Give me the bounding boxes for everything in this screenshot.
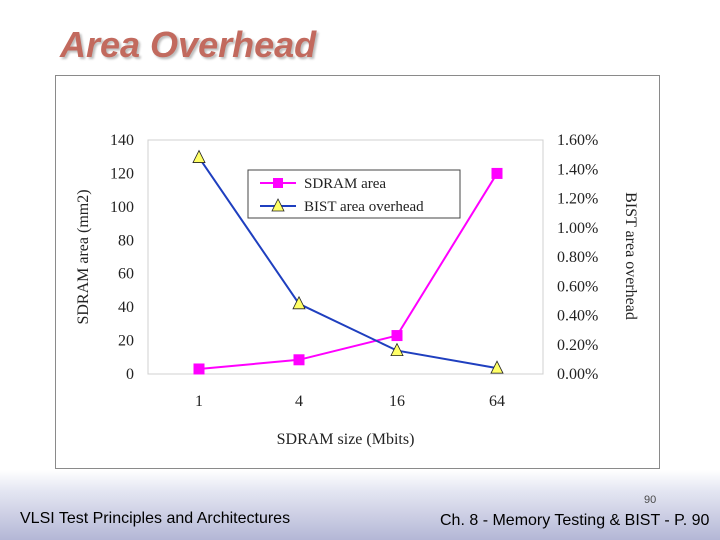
y2-tick-label: 0.40% [557, 308, 598, 325]
y-tick-label: 20 [118, 333, 134, 350]
slide-title: Area Overhead [60, 24, 317, 65]
y-tick-label: 0 [126, 366, 134, 383]
y2-tick-label: 0.80% [557, 249, 598, 266]
x-tick-label: 16 [389, 393, 405, 410]
y-tick-label: 120 [110, 165, 134, 182]
footer-chapter: Ch. 8 - Memory Testing & BIST - P. 90 [440, 512, 710, 529]
y2-tick-label: 0.00% [557, 366, 598, 383]
x-tick-label: 1 [195, 393, 203, 410]
sdram-area-point [391, 330, 403, 342]
bist-overhead-point [490, 360, 504, 374]
chart-frame: 0 20 40 60 80 100 120 140 0.00% 0.20% 0.40% 0.60% 0.… [55, 75, 660, 469]
sdram-area-point [193, 363, 205, 375]
legend-swatch-marker [271, 198, 285, 212]
page-number: 90 [644, 494, 657, 506]
footer-band [0, 470, 720, 540]
y-tick-label: 80 [118, 232, 134, 249]
sdram-area-point [491, 167, 503, 179]
y-axis-title: SDRAM area (mm2) [75, 189, 92, 324]
y2-tick-label: 0.20% [557, 337, 598, 354]
y2-tick-label: 1.60% [557, 132, 598, 149]
bist-overhead-point [192, 149, 206, 163]
y2-tick-label: 0.60% [557, 278, 598, 295]
footer-course-title: VLSI Test Principles and Architectures [20, 510, 291, 527]
y2-tick-label: 1.20% [557, 191, 598, 208]
x-axis-title: SDRAM size (Mbits) [277, 431, 415, 448]
y2-axis-title: BIST area overhead [622, 192, 639, 320]
y-tick-label: 140 [110, 132, 134, 149]
area-overhead-chart: 0 20 40 60 80 100 120 140 0.00% 0.20% 0.40% 0.60% 0.… [75, 132, 639, 448]
series-line-1 [198, 172, 498, 370]
sdram-area-point [293, 354, 305, 366]
bist-overhead-point [390, 342, 404, 357]
y2-tick-label: 1.00% [557, 220, 598, 237]
legend-swatch-marker [273, 178, 283, 188]
y-tick-label: 60 [118, 266, 134, 283]
x-tick-label: 4 [295, 393, 303, 410]
x-tick-label: 64 [489, 393, 505, 410]
bist-overhead-point [292, 295, 306, 310]
y2-tick-label: 1.40% [557, 161, 598, 178]
y-tick-label: 100 [110, 199, 134, 216]
y-tick-label: 40 [118, 299, 134, 316]
legend-label: SDRAM area [304, 176, 386, 192]
legend-label: BIST area overhead [304, 199, 424, 215]
series-line-2 [198, 156, 498, 370]
